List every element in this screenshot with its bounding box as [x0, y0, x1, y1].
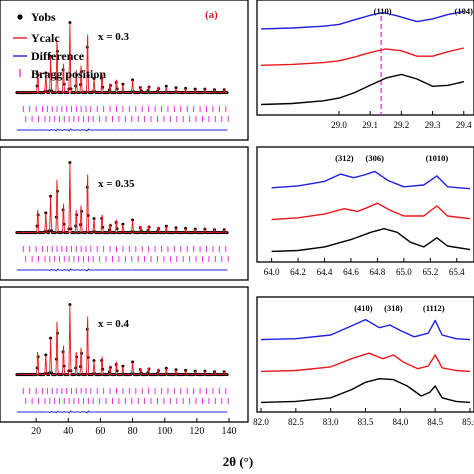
x-tick-label: 65.4: [449, 267, 465, 277]
legend-ycalc-label: Ycalc: [31, 31, 60, 45]
x-tick-label: 40: [63, 426, 73, 437]
x-tick-label: 64.6: [343, 267, 359, 277]
left-panel-2-difference: [16, 268, 228, 272]
panel-text: x = 0.3 x = 0.35 x = 0.4 20 40 60 80 100 120 140 (…: [31, 6, 474, 437]
peak-label: (312): [335, 153, 354, 163]
x-tick-label: 64.8: [370, 267, 386, 277]
panel-label: (a): [205, 9, 218, 21]
left-panel-1-difference: [16, 128, 228, 132]
x-tick-label: 83.5: [358, 417, 374, 427]
x-tick-label: 140: [222, 426, 237, 437]
x-tick-label: 64.0: [264, 267, 280, 277]
left-panel-2-calculated: [16, 162, 228, 234]
right-panel-frame-1: [256, 0, 474, 116]
peak-label: (104): [455, 6, 474, 16]
x-tick-label: 100: [157, 426, 172, 437]
x-tick-label: 84.5: [427, 417, 443, 427]
x-tick-label: 29.4: [456, 120, 472, 130]
left-panel-2-annotation: x = 0.35: [98, 178, 135, 190]
right-panel-1-series-1: [260, 10, 464, 30]
x-tick-label: 64.4: [317, 267, 333, 277]
right-panel-3-series-1: [260, 318, 471, 341]
peak-label: (318): [384, 303, 403, 313]
left-panel-frame-3: [0, 286, 249, 423]
right-panel-1-series-3: [260, 73, 464, 106]
x-tick-label: 20: [31, 426, 41, 437]
peak-label: (306): [366, 153, 385, 163]
right-panel-2-series-3: [271, 228, 471, 253]
x-axis-label: 2θ (°): [223, 454, 253, 469]
x-tick-label: 64.2: [290, 267, 306, 277]
left-panel-3-calculated: [16, 304, 228, 376]
right-panel-1-series-2: [260, 47, 464, 66]
right-panel-3-series-3: [260, 378, 471, 404]
left-panel-3-observed: [15, 303, 229, 377]
right-panel-2-series-1: [271, 170, 471, 190]
left-panel-frame-2: [0, 146, 249, 281]
left-panel-2-observed: [15, 161, 229, 235]
right-panel-3-series-2: [260, 352, 471, 373]
x-tick-label: 84.0: [392, 417, 408, 427]
peak-label: (1010): [426, 153, 449, 163]
legend: Yobs Ycalc Difference Bragg position: [13, 10, 106, 81]
x-tick-label: 65.2: [422, 267, 438, 277]
legend-difference-label: Difference: [31, 49, 85, 63]
x-tick-label: 82.5: [288, 417, 304, 427]
right-panel-frame-2: [256, 146, 474, 263]
left-panel-3-annotation: x = 0.4: [98, 318, 130, 330]
x-tick-label: 82.0: [253, 417, 269, 427]
x-tick-label: 29.3: [425, 120, 441, 130]
x-tick-label: 29.1: [362, 120, 378, 130]
left-panel-1-calculated: [16, 22, 228, 94]
left-panel-frame-1: [0, 0, 249, 141]
legend-yobs-marker: [17, 14, 23, 20]
left-panel-2-bragg-positions: [22, 246, 229, 262]
legend-yobs-label: Yobs: [31, 10, 56, 24]
left-panel-3-difference: [16, 410, 228, 414]
left-panel-3-bragg-positions: [22, 388, 229, 404]
peak-label: (110): [374, 6, 392, 16]
right-panel-2-series-2: [271, 202, 471, 221]
x-tick-label: 80: [128, 426, 138, 437]
x-tick-label: 60: [95, 426, 105, 437]
x-tick-label: 83.0: [323, 417, 339, 427]
peak-label: (1112): [423, 303, 445, 313]
x-tick-label: 120: [189, 426, 204, 437]
peak-label: (410): [354, 303, 373, 313]
left-panel-1-annotation: x = 0.3: [98, 31, 130, 43]
panel-data: [15, 10, 471, 414]
x-tick-label: 29.2: [393, 120, 409, 130]
x-tick-label: 65.0: [396, 267, 412, 277]
left-panel-1-bragg-positions: [22, 106, 229, 122]
x-tick-label: 29.0: [331, 120, 347, 130]
panel-frames: [0, 0, 474, 423]
x-tick-label: 85.0: [462, 417, 474, 427]
legend-bragg-label: Bragg position: [31, 67, 106, 81]
